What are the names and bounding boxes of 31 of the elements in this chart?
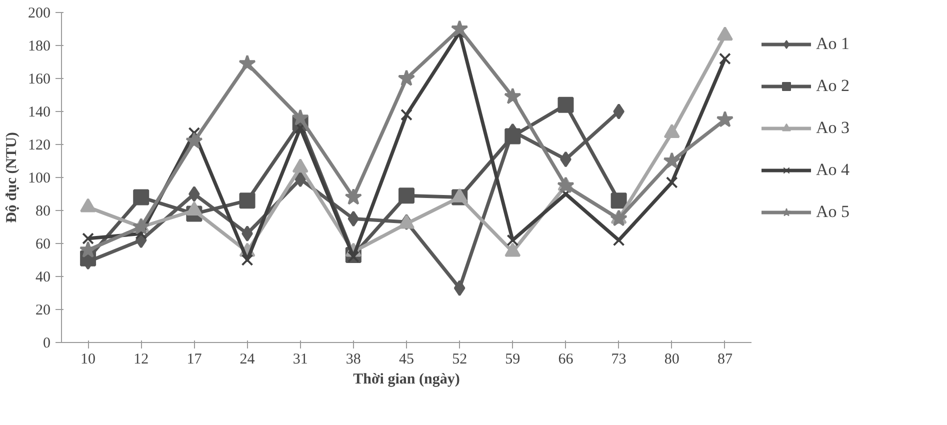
- y-tick-label: 200: [28, 6, 50, 22]
- y-tick-label: 80: [36, 204, 50, 220]
- y-tick-label: 160: [28, 72, 50, 88]
- y-tick-label: 140: [28, 104, 50, 120]
- legend-label: Ao 5: [816, 202, 850, 222]
- y-axis-title: Độ đục (NTU): [4, 132, 20, 223]
- x-tick-label: 52: [452, 352, 468, 368]
- y-tick-label: 0: [43, 336, 50, 352]
- y-tick-label: 20: [36, 302, 50, 318]
- x-axis-title: Thời gian (ngày): [353, 372, 460, 388]
- x-tick-label: 24: [240, 352, 256, 368]
- x-tick-label: 12: [134, 352, 149, 368]
- x-tick-label: 38: [346, 352, 361, 368]
- x-tick-label: 59: [505, 352, 520, 368]
- y-tick-label: 60: [36, 236, 50, 252]
- legend-label: Ao 4: [816, 160, 850, 180]
- y-tick-label: 100: [28, 170, 50, 186]
- y-tick-label: 180: [28, 38, 50, 54]
- x-tick-label: 66: [558, 352, 574, 368]
- y-tick-label: 120: [28, 138, 50, 154]
- x-tick-label: 80: [664, 352, 680, 368]
- x-tick-label: 45: [399, 352, 414, 368]
- x-tick-label: 31: [292, 352, 308, 368]
- legend-label: Ao 2: [816, 76, 850, 96]
- x-tick-label: 10: [80, 352, 96, 368]
- y-tick-label: 40: [36, 270, 50, 286]
- legend-label: Ao 3: [816, 118, 850, 138]
- x-tick-label: 73: [611, 352, 626, 368]
- x-tick-label: 87: [717, 352, 733, 368]
- legend-label: Ao 1: [816, 34, 850, 54]
- x-tick-label: 17: [186, 352, 202, 368]
